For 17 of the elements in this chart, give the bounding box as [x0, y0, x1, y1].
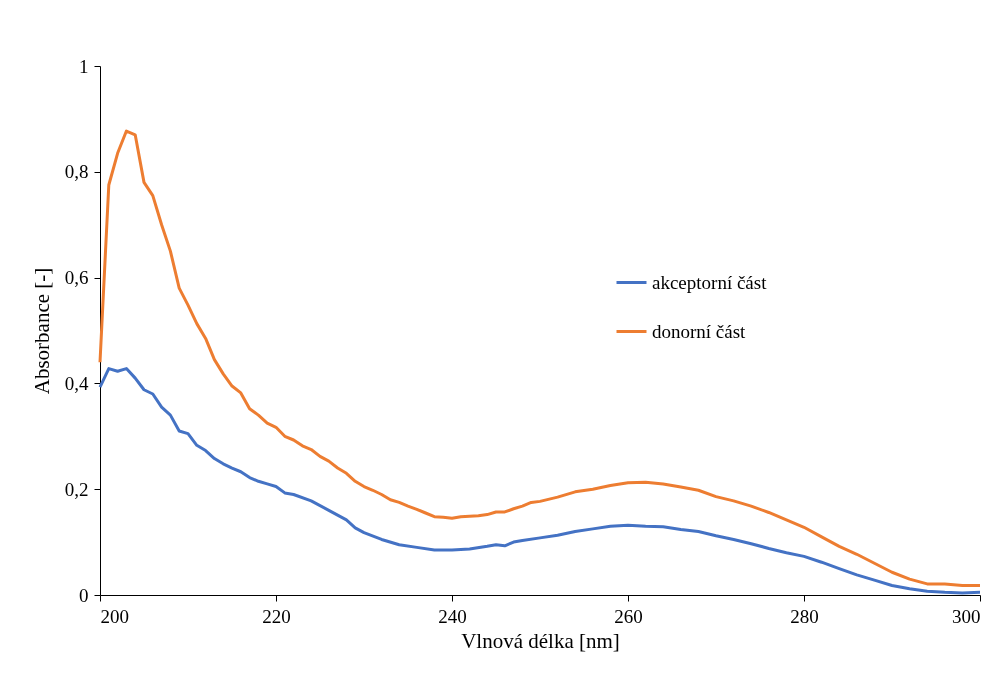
legend-label: akceptorní část: [652, 271, 768, 293]
y-tick-label: 0: [79, 584, 89, 606]
y-tick-label: 0,6: [64, 267, 89, 289]
x-tick-label: 260: [614, 605, 643, 627]
x-axis-title: Vlnová délka [nm]: [461, 628, 620, 653]
x-tick-label: 200: [100, 605, 129, 627]
x-tick-label: 240: [438, 605, 467, 627]
x-tick-label: 220: [262, 605, 291, 627]
y-tick-label: 0,4: [64, 372, 89, 394]
legend-label: donorní část: [652, 320, 747, 342]
x-tick-label: 280: [790, 605, 819, 627]
y-tick-label: 1: [79, 55, 89, 77]
y-tick-label: 0,2: [64, 478, 89, 500]
y-tick-label: 0,8: [64, 161, 89, 183]
line-series: [98, 129, 982, 587]
y-axis-title: Absorbance [-]: [29, 267, 54, 395]
x-tick-label: 300: [952, 605, 981, 627]
